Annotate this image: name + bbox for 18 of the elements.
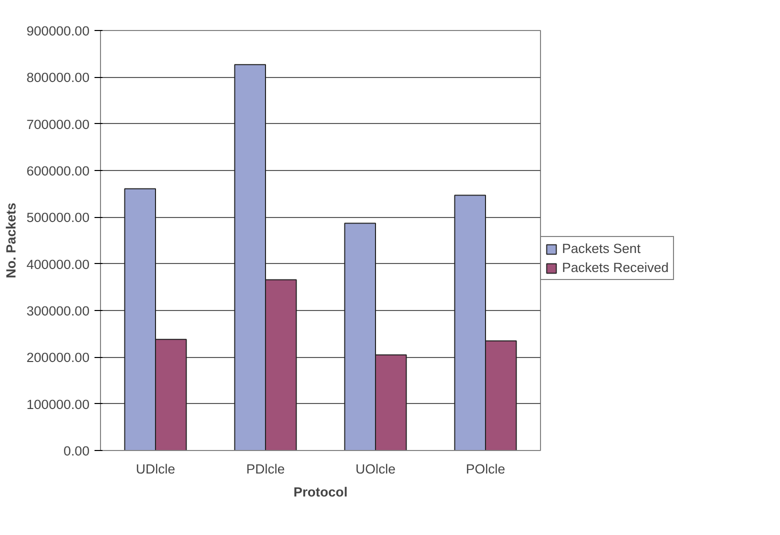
y-tick-label: 500000.00: [26, 210, 90, 226]
y-tick-label: 600000.00: [26, 164, 90, 178]
x-tick-label: PDlcle: [246, 462, 285, 476]
y-tick-label: 0.00: [64, 444, 90, 458]
legend-label: Packets Received: [562, 260, 669, 275]
x-tick-label: POlcle: [466, 462, 506, 476]
y-tick-label: 900000.00: [26, 24, 90, 38]
legend-label: Packets Sent: [562, 241, 641, 256]
y-tick-label: 800000.00: [26, 70, 90, 86]
y-axis-title: No. Packets: [3, 202, 18, 278]
y-tick-label: 400000.00: [26, 256, 90, 272]
y-tick-label: 200000.00: [26, 350, 90, 366]
x-axis-title: Protocol: [293, 484, 348, 500]
x-tick-label: UOlcle: [356, 462, 396, 476]
x-tick-label: UDlcle: [136, 462, 176, 476]
y-tick-label: 100000.00: [26, 396, 90, 412]
y-tick-label: 300000.00: [26, 304, 90, 318]
y-tick-label: 700000.00: [26, 116, 90, 132]
